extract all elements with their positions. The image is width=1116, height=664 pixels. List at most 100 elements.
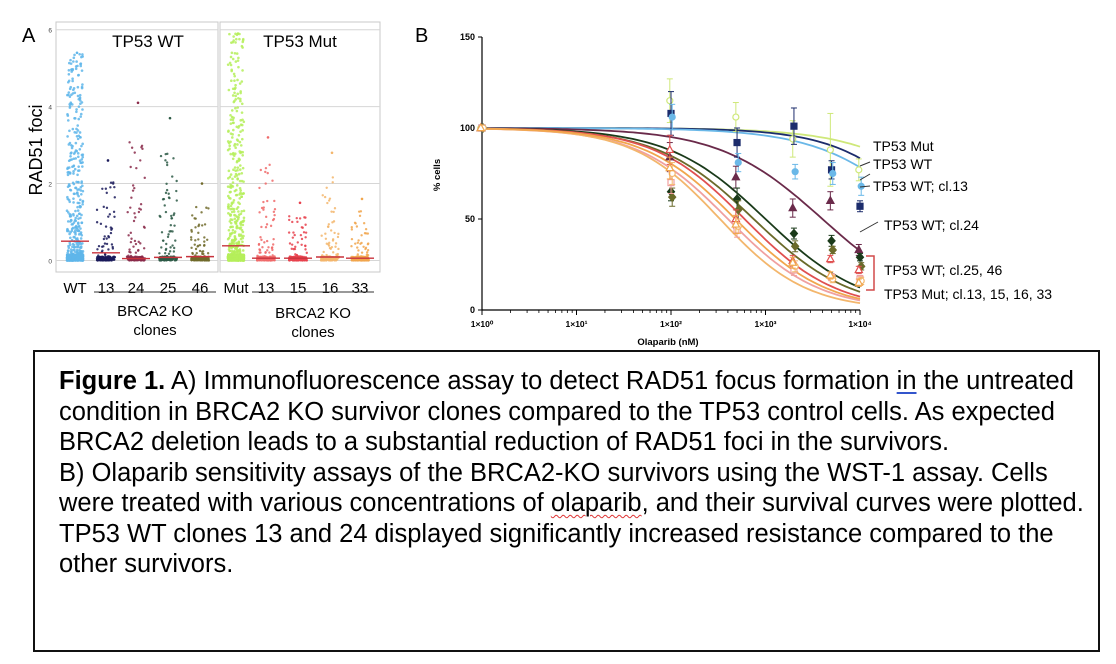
- foci-point-WT: [70, 158, 73, 161]
- foci-point-24: [142, 259, 146, 262]
- foci-point-Mut: [230, 69, 234, 73]
- foci-point-WT: [67, 159, 71, 163]
- foci-point-WT: [77, 180, 80, 184]
- foci-point-WT: [76, 250, 79, 253]
- group-caption-wt-line2: clones: [133, 322, 176, 339]
- foci-point-Mut: [230, 109, 234, 112]
- foci-point-WT: [68, 256, 72, 260]
- datapoint-9-2: [731, 219, 741, 228]
- foci-point-Mut: [237, 226, 241, 230]
- foci-point-15: [295, 254, 298, 257]
- foci-point-46: [195, 205, 198, 209]
- foci-point-Mut: [238, 257, 242, 260]
- foci-point-46: [203, 223, 207, 226]
- foci-point-46: [194, 254, 197, 257]
- foci-point-WT: [81, 199, 85, 203]
- foci-point-24: [139, 203, 143, 206]
- foci-point-Mut: [240, 80, 244, 83]
- foci-point-24: [139, 208, 143, 211]
- foci-point-13: [102, 237, 106, 241]
- foci-point-25: [171, 257, 174, 261]
- foci-point-WT: [77, 233, 81, 236]
- foci-point-Mut: [233, 144, 236, 147]
- foci-point-WT: [80, 144, 83, 148]
- foci-point-24: [137, 210, 141, 214]
- foci-point-Mut: [238, 248, 242, 251]
- foci-point-16: [330, 245, 334, 249]
- foci-point-46: [190, 246, 193, 250]
- foci-point-WT: [76, 173, 79, 177]
- datapoint-7-1: [667, 179, 675, 187]
- foci-point-WT: [69, 85, 73, 89]
- foci-point-Mut: [234, 146, 237, 150]
- foci-point-Mut: [234, 94, 237, 98]
- foci-point-WT: [72, 152, 76, 155]
- foci-point-33: [350, 259, 354, 262]
- foci-point-Mut: [235, 125, 239, 129]
- foci-point-Mut: [228, 249, 231, 253]
- foci-point-13: [109, 186, 112, 189]
- foci-point-WT: [66, 171, 70, 174]
- foci-point-WT: [67, 72, 71, 76]
- foci-point-Mut: [228, 243, 232, 246]
- foci-point-Mut: [240, 209, 244, 213]
- foci-point-WT: [76, 124, 80, 127]
- foci-point-46: [193, 257, 196, 261]
- foci-point-Mut: [233, 253, 237, 257]
- foci-point-33: [366, 249, 370, 252]
- foci-point-13: [260, 225, 263, 229]
- foci-point-WT: [81, 53, 84, 56]
- foci-point-Mut: [227, 207, 230, 210]
- foci-point-Mut: [237, 242, 241, 245]
- foci-point-25: [169, 246, 172, 249]
- foci-point-WT: [70, 103, 74, 106]
- foci-point-25: [171, 244, 174, 247]
- foci-point-33: [366, 232, 370, 235]
- foci-max-point-WT: [75, 51, 79, 55]
- foci-max-point-16: [330, 151, 334, 155]
- foci-max-point-24: [136, 101, 140, 105]
- panel-b-ylabel: % cells: [432, 159, 443, 191]
- foci-point-WT: [72, 214, 75, 217]
- facet-title-mut: TP53 Mut: [263, 32, 337, 51]
- fit-curve-6: [482, 127, 861, 298]
- foci-point-Mut: [229, 63, 233, 67]
- foci-point-16: [331, 238, 335, 241]
- figure-caption: Figure 1. A) Immunofluorescence assay to…: [33, 350, 1100, 652]
- foci-point-WT: [66, 173, 70, 177]
- foci-point-Mut: [232, 238, 236, 242]
- foci-point-Mut: [233, 79, 236, 82]
- foci-point-WT: [79, 112, 83, 116]
- foci-point-Mut: [236, 106, 240, 109]
- foci-point-WT: [81, 202, 84, 206]
- foci-point-WT: [76, 64, 79, 68]
- foci-point-33: [358, 214, 362, 218]
- foci-point-16: [331, 221, 334, 224]
- datapoint-0-3: [789, 135, 797, 143]
- foci-point-Mut: [233, 213, 236, 217]
- foci-point-13: [107, 236, 111, 239]
- foci-point-Mut: [241, 129, 244, 132]
- foci-point-WT: [80, 213, 83, 217]
- foci-point-16: [337, 232, 340, 236]
- foci-point-13: [95, 221, 99, 224]
- foci-point-WT: [67, 68, 71, 72]
- foci-point-WT: [76, 201, 80, 205]
- foci-point-Mut: [240, 111, 244, 114]
- foci-point-13: [97, 257, 101, 261]
- foci-point-15: [304, 244, 307, 248]
- foci-point-13: [105, 191, 108, 195]
- foci-point-33: [361, 255, 365, 258]
- foci-point-Mut: [232, 72, 236, 76]
- foci-point-13: [273, 259, 276, 262]
- foci-point-25: [164, 210, 168, 214]
- caption-part-a-link: in: [896, 367, 917, 395]
- foci-point-Mut: [239, 130, 242, 133]
- foci-point-24: [139, 242, 142, 245]
- foci-point-46: [201, 259, 204, 262]
- foci-point-Mut: [226, 194, 230, 198]
- foci-point-15: [305, 251, 308, 255]
- foci-point-24: [127, 254, 130, 257]
- foci-point-24: [129, 254, 133, 258]
